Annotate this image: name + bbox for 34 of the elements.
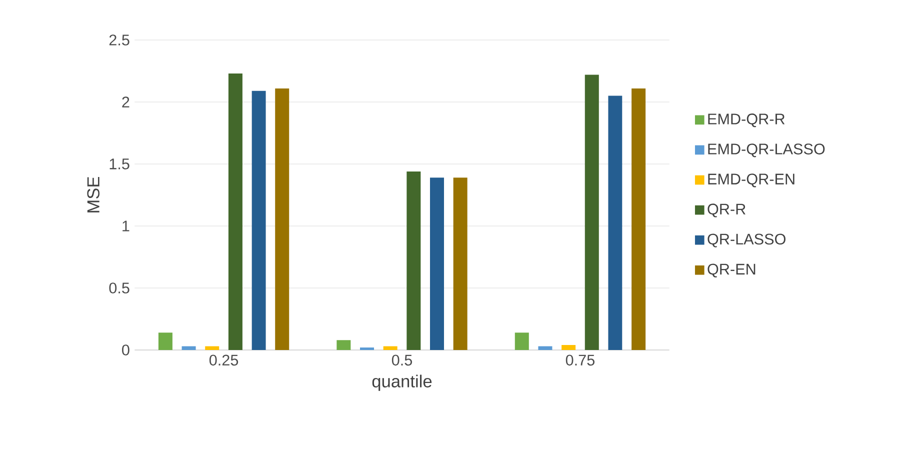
legend-label: EMD-QR-EN: [708, 174, 794, 188]
x-tick-label: 0.25: [209, 354, 238, 366]
y-axis-title: MSE: [87, 176, 100, 212]
x-axis-title: quantile: [372, 374, 432, 391]
bar: [514, 332, 529, 350]
bar: [562, 345, 576, 350]
bar: [608, 96, 622, 350]
legend-label: QR-LASSO: [708, 234, 786, 248]
bar: [584, 74, 599, 350]
bar: [383, 346, 398, 350]
bar: [453, 178, 468, 350]
bar: [430, 178, 444, 350]
bar: [205, 346, 220, 350]
bar: [538, 346, 552, 350]
legend-label: EMD-QR-R: [708, 114, 785, 128]
x-tick-label: 0.75: [566, 354, 594, 366]
y-tick-label: 1.5: [110, 158, 130, 170]
bar: [275, 88, 290, 350]
y-tick-label: 0: [122, 344, 130, 356]
bar: [406, 171, 421, 350]
bar: [632, 88, 646, 350]
bar: [158, 332, 172, 350]
x-tick-label: 0.5: [392, 354, 412, 366]
legend-label: QR-EN: [708, 264, 756, 278]
bar: [252, 90, 266, 350]
legend-label: QR-R: [708, 204, 746, 218]
y-tick-label: 0.5: [109, 282, 130, 294]
y-tick-label: 1: [122, 220, 130, 232]
legend-label: EMD-QR-LASSO: [708, 144, 825, 158]
bar: [228, 73, 242, 350]
bar: [182, 346, 196, 350]
bar: [336, 340, 351, 350]
y-tick-label: 2: [122, 96, 130, 108]
y-tick-label: 2.5: [109, 34, 130, 46]
